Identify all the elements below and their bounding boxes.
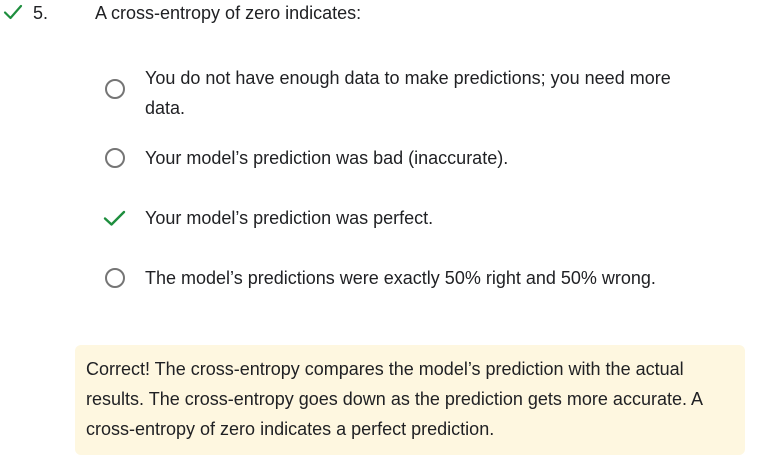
radio-button[interactable] [105,148,125,168]
radio-button[interactable] [105,268,125,288]
question-number: 5. [33,3,49,23]
radio-button[interactable] [105,79,125,99]
answer-option[interactable]: Your model’s prediction was bad (inaccur… [105,143,735,173]
question-text: A cross-entropy of zero indicates: [95,3,362,23]
option-label: The model’s predictions were exactly 50%… [145,268,656,288]
option-label: Your model’s prediction was perfect. [145,208,434,228]
feedback-box: Correct! The cross-entropy compares the … [75,345,745,455]
check-icon [3,4,23,20]
option-label: Your model’s prediction was bad (inaccur… [145,148,509,168]
option-label: You do not have enough data to make pred… [145,68,671,118]
answer-option[interactable]: You do not have enough data to make pred… [105,63,735,123]
feedback-text: Correct! The cross-entropy compares the … [86,359,702,439]
check-icon [103,208,127,228]
answer-option[interactable]: Your model’s prediction was perfect. [103,203,735,233]
answer-option[interactable]: The model’s predictions were exactly 50%… [105,263,735,293]
